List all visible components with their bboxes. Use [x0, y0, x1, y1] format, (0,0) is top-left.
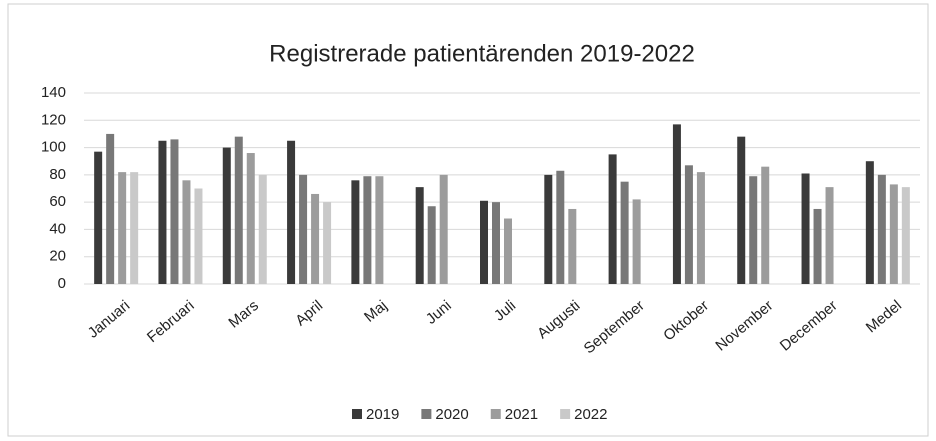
bar — [415, 187, 424, 284]
bar — [194, 188, 203, 284]
bar — [901, 187, 910, 284]
bar — [427, 206, 436, 284]
bar — [620, 181, 629, 284]
bar — [813, 208, 822, 284]
bar — [480, 200, 488, 284]
y-tick-label: 100 — [41, 139, 66, 156]
bar — [737, 136, 746, 284]
bar — [632, 199, 641, 284]
bar — [222, 147, 231, 284]
bar — [375, 176, 384, 284]
bar — [351, 180, 360, 284]
bar — [158, 140, 167, 284]
bar — [801, 173, 810, 284]
y-tick-label: 0 — [58, 275, 66, 292]
bar — [696, 172, 705, 284]
bar — [568, 208, 577, 284]
bar — [182, 180, 191, 284]
legend-label: 2022 — [574, 406, 607, 423]
bar — [258, 174, 267, 284]
legend-swatch — [421, 409, 432, 419]
bar — [684, 165, 693, 284]
y-tick-label: 60 — [49, 193, 66, 210]
bar — [311, 193, 320, 284]
bar — [363, 176, 372, 284]
bar — [299, 174, 308, 284]
bar — [246, 153, 255, 284]
bar — [825, 187, 834, 284]
bar — [889, 184, 898, 284]
bar — [118, 172, 127, 284]
bar — [287, 140, 296, 284]
bar — [504, 218, 512, 284]
bar — [170, 139, 179, 284]
chart-title: Registrerade patientärenden 2019-2022 — [269, 40, 695, 67]
legend-label: 2020 — [435, 406, 468, 423]
legend-swatch — [490, 409, 501, 419]
bar — [106, 133, 115, 284]
y-tick-label: 20 — [49, 248, 66, 265]
bar — [544, 174, 553, 284]
bar — [877, 174, 886, 284]
bar — [672, 124, 681, 284]
bar — [323, 202, 332, 284]
bar — [94, 151, 103, 284]
y-tick-label: 40 — [49, 220, 66, 237]
bar — [130, 172, 139, 284]
legend-label: 2019 — [366, 406, 399, 423]
legend-swatch — [352, 409, 362, 419]
bar — [439, 174, 448, 284]
legend-swatch — [560, 409, 571, 419]
bar — [749, 176, 758, 284]
bar — [492, 202, 500, 284]
bar — [234, 136, 243, 284]
bar — [761, 166, 770, 284]
legend-label: 2021 — [505, 406, 538, 423]
y-tick-label: 120 — [41, 111, 66, 128]
y-tick-label: 140 — [41, 84, 66, 101]
bar — [865, 161, 874, 284]
bar — [556, 170, 565, 284]
bar — [608, 154, 617, 284]
chart-frame — [7, 3, 929, 437]
y-tick-label: 80 — [49, 166, 66, 183]
